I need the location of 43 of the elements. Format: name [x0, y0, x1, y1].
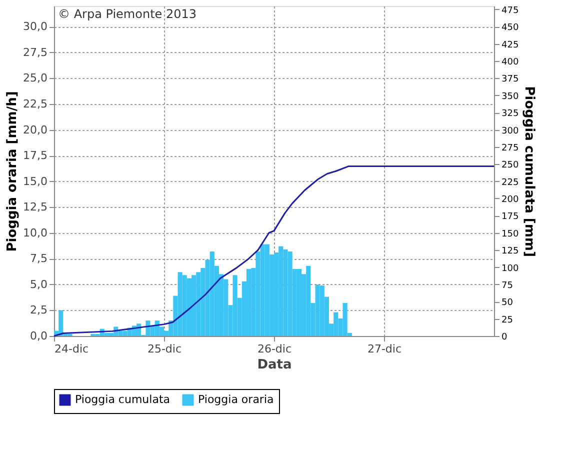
y2-tick-label: 100: [502, 264, 519, 274]
legend-label: Pioggia oraria: [198, 393, 274, 406]
y-tick-label: 25,0: [23, 72, 48, 85]
y-tick-label: 30,0: [23, 20, 48, 34]
y2-tick-label: 400: [502, 58, 519, 68]
y-tick-label: 2,5: [30, 304, 48, 317]
y2-tick-label: 25: [502, 315, 513, 326]
x-tick-label: 27-dic: [367, 342, 402, 356]
y2-tick-label: 350: [502, 92, 519, 102]
y-tick-label: 12,5: [23, 200, 48, 214]
y2-tick-label: 275: [502, 143, 519, 154]
y2-tick-label: 425: [502, 40, 519, 50]
y-tick-label: 0,0: [30, 330, 48, 342]
y2-tick-label: 150: [502, 229, 519, 240]
y2-tick-label: 175: [502, 212, 519, 222]
y-tick-label: 27,5: [23, 46, 48, 59]
y2-tick-label: 375: [502, 74, 519, 85]
annotation: © Arpa Piemonte 2013: [58, 7, 197, 21]
x-tick-label: 24-dic: [54, 342, 89, 356]
y-tick-label: 5,0: [30, 278, 48, 291]
y2-axis-title: Pioggia cumulata [mm]: [522, 86, 537, 257]
y2-tick-label: 325: [502, 109, 519, 120]
y2-tick-label: 125: [502, 246, 519, 257]
y-tick-label: 7,5: [30, 252, 48, 266]
x-tick-label: 25-dic: [147, 342, 182, 356]
y2-tick-label: 200: [502, 195, 519, 205]
y2-tick-label: 0: [502, 332, 508, 342]
x-tick-label: 26-dic: [257, 342, 292, 356]
legend-label: Pioggia cumulata: [75, 393, 170, 406]
y-tick-label: 22,5: [23, 97, 48, 110]
y-axis-title: Pioggia oraria [mm/h]: [5, 91, 20, 252]
y2-tick-label: 475: [502, 6, 519, 16]
y-tick-label: 15,0: [23, 174, 48, 188]
y2-tick-label: 50: [502, 298, 514, 308]
y2-tick-label: 450: [502, 23, 519, 34]
x-axis-title: Data: [257, 358, 292, 372]
y-tick-label: 17,5: [23, 149, 48, 162]
y2-tick-label: 300: [502, 126, 519, 136]
y2-tick-label: 75: [502, 280, 513, 291]
y2-tick-label: 250: [502, 160, 519, 171]
y-tick-label: 10,0: [23, 226, 48, 240]
y2-tick-label: 225: [502, 178, 519, 188]
y-tick-label: 20,0: [23, 123, 48, 136]
